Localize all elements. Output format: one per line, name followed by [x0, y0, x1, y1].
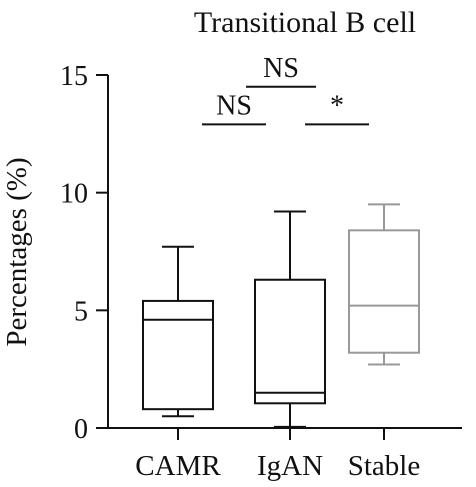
- y-axis-label: Percentages (%): [1, 157, 33, 346]
- x-category-label: CAMR: [135, 450, 221, 482]
- x-category-label: IgAN: [257, 450, 323, 482]
- box-stable: [348, 203, 420, 366]
- iqr-box: [348, 229, 420, 354]
- iqr-box: [254, 278, 326, 405]
- chart-title: Transitional B cell: [194, 6, 416, 39]
- y-tick-label: 10: [60, 179, 88, 210]
- box-series: [142, 203, 420, 428]
- box-igan: [254, 210, 326, 428]
- y-tick-label: 15: [60, 61, 88, 92]
- significance-label: NS: [263, 53, 299, 84]
- significance-annotations: NS * NS: [202, 53, 369, 126]
- axes: 0 5 10 15 CAMR IgAN Stable: [60, 61, 462, 482]
- significance-label: NS: [216, 90, 252, 121]
- x-category-label: Stable: [348, 450, 421, 482]
- significance-igan-stable: *: [305, 90, 369, 126]
- iqr-box: [142, 299, 214, 411]
- y-tick-label: 5: [74, 296, 88, 327]
- significance-label: *: [330, 90, 344, 121]
- box-camr: [142, 245, 214, 418]
- significance-camr-igan: NS: [202, 90, 266, 126]
- y-tick-label: 0: [74, 414, 88, 445]
- significance-camr-stable: NS: [246, 53, 316, 88]
